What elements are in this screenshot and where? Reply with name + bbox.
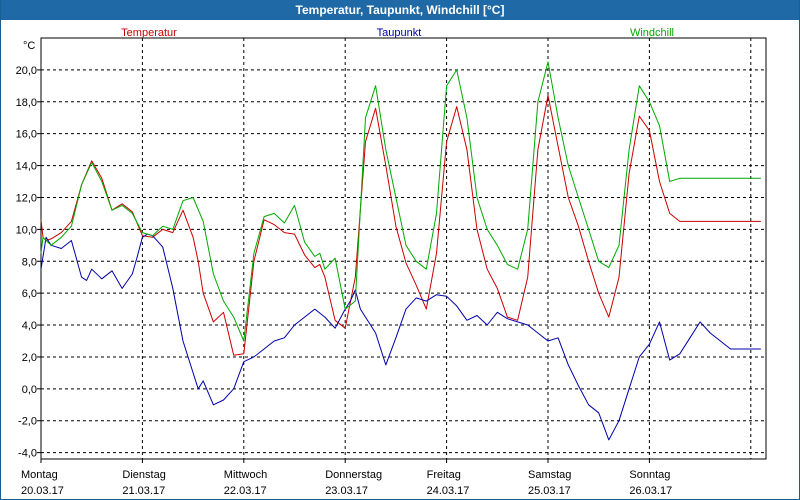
window-title: Temperatur, Taupunkt, Windchill [°C] (1, 0, 799, 20)
series-line-windchill (40, 61, 761, 342)
y-tick-label: -2,0 (18, 416, 37, 428)
x-tick-day: Sonntag (629, 469, 670, 481)
plot-area (40, 37, 767, 460)
y-tick-label: 20,0 (16, 65, 37, 77)
x-tick-date: 25.03.17 (528, 485, 571, 497)
y-tick-label: 10,0 (16, 224, 37, 236)
x-tick-date: 23.03.17 (325, 485, 368, 497)
series-lines (40, 61, 761, 441)
y-tick-label: 8,0 (22, 256, 37, 268)
series-line-taupunkt (40, 233, 761, 441)
x-tick-day: Freitag (427, 469, 461, 481)
legend-windchill: Windchill (630, 27, 674, 39)
x-tick-date: 24.03.17 (427, 485, 470, 497)
x-tick-date: 26.03.17 (629, 485, 672, 497)
y-tick-label: 16,0 (16, 129, 37, 141)
y-tick-label: 6,0 (22, 288, 37, 300)
y-axis-ticks: 20,0 18,0 16,0 14,0 12,0 10,0 8,0 6,0 4,0 2,0 0,0 -… (16, 65, 41, 460)
x-tick-day: Samstag (528, 469, 571, 481)
x-axis-ticks: Montag 20.03.17 Dienstag 21.03.17 Mittwoch 22… (21, 459, 672, 497)
y-tick-label: 2,0 (22, 352, 37, 364)
y-tick-label: 18,0 (16, 97, 37, 109)
legend-taupunkt: Taupunkt (377, 27, 422, 39)
x-tick-date: 22.03.17 (224, 485, 267, 497)
x-tick-day: Mittwoch (224, 469, 267, 481)
y-tick-label: 14,0 (16, 161, 37, 173)
series-line-temperatur (40, 94, 761, 356)
y-axis-label: °C (23, 40, 35, 52)
x-tick-day: Donnerstag (325, 469, 382, 481)
x-tick-day: Montag (21, 469, 58, 481)
y-tick-label: -4,0 (18, 448, 37, 460)
x-tick-date: 20.03.17 (21, 485, 64, 497)
y-tick-label: 12,0 (16, 192, 37, 204)
x-tick-day: Dienstag (122, 469, 165, 481)
y-tick-label: 0,0 (22, 384, 37, 396)
grid (41, 38, 766, 459)
x-tick-date: 21.03.17 (122, 485, 165, 497)
y-tick-label: 4,0 (22, 320, 37, 332)
legend-temperatur: Temperatur (121, 27, 177, 39)
